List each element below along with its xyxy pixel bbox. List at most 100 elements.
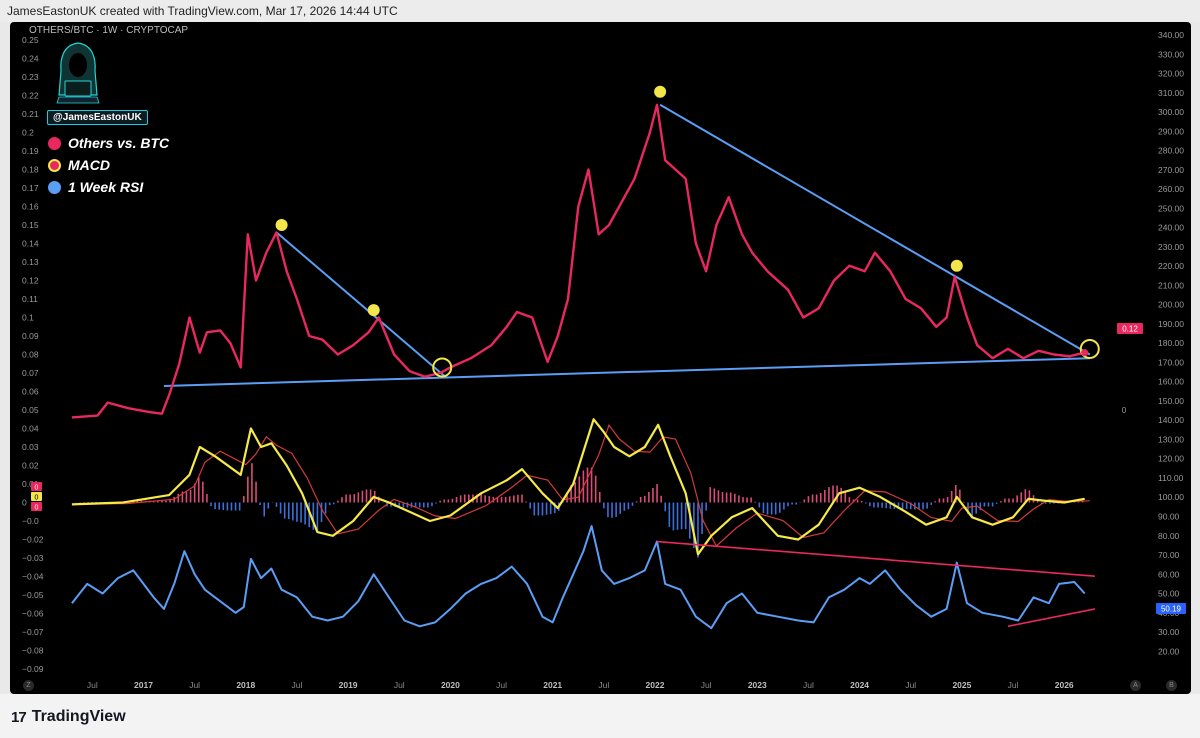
left-axis-tick-label: 0.12 xyxy=(22,276,39,286)
x-axis-tick-label: Jul xyxy=(803,680,814,690)
rsi-tag-bg xyxy=(1156,603,1186,614)
macd-value-tag-bg xyxy=(31,482,42,491)
x-axis-tick-label: Jul xyxy=(701,680,712,690)
left-axis-tick-label: −0.05 xyxy=(22,590,44,600)
circle-marker xyxy=(432,357,453,378)
hacker-avatar-icon xyxy=(56,42,100,104)
caption-text: JamesEastonUK created with TradingView.c… xyxy=(7,4,398,18)
macd-line xyxy=(71,418,1085,556)
right-axis-tick-label: 160.00 xyxy=(1158,377,1184,387)
right-axis-tick-label: 110.00 xyxy=(1158,473,1184,483)
legend-dot-red-icon xyxy=(48,136,61,150)
left-axis-tick-label: 0.16 xyxy=(22,202,39,212)
macd-value-tag-label: 0 xyxy=(35,505,39,512)
legend-item-label: 1 Week RSI xyxy=(68,179,144,195)
right-axis-tick-label: 150.00 xyxy=(1158,396,1184,406)
x-axis-tick-label: 2017 xyxy=(134,680,153,690)
right-axis-tick-label: 80.00 xyxy=(1158,531,1180,541)
left-axis-tick-label: 0.08 xyxy=(22,350,39,360)
x-axis-tick-label: 2026 xyxy=(1055,680,1074,690)
right-axis-tick-label: 250.00 xyxy=(1158,203,1184,213)
legend-item-label: Others vs. BTC xyxy=(68,135,170,151)
price-trendline xyxy=(275,231,446,378)
price-tag-label: 0.12 xyxy=(1122,325,1138,334)
left-axis-tick-label: 0.09 xyxy=(22,331,39,341)
right-axis-tick-label: 280.00 xyxy=(1158,146,1184,156)
left-axis-tick-label: −0.03 xyxy=(22,553,44,563)
macd-value-tag-bg xyxy=(31,492,42,501)
legend-item-macd: MACD xyxy=(48,154,169,176)
tradingview-logo[interactable]: 17 TradingView xyxy=(11,708,126,726)
macd-signal-line xyxy=(76,423,1090,547)
x-axis-tick-label: Jul xyxy=(189,680,200,690)
left-axis-tick-label: 0.23 xyxy=(22,72,39,82)
rsi-tag-label: 50.19 xyxy=(1161,605,1182,614)
peak-marker xyxy=(275,219,288,231)
x-axis-tick-label: 2023 xyxy=(748,680,767,690)
peak-marker xyxy=(950,259,963,272)
right-axis-tick-label: 270.00 xyxy=(1158,165,1184,175)
current-price-dot xyxy=(1081,349,1089,357)
right-axis-tick-label: 120.00 xyxy=(1158,454,1184,464)
left-axis-tick-label: −0.0 xyxy=(22,516,39,526)
legend-item-label: MACD xyxy=(68,157,110,173)
macd-value-tag-label: 0 xyxy=(35,495,39,502)
left-axis-tick-label: 0.22 xyxy=(22,91,39,101)
chart-svg[interactable]: 0.250.240.230.220.210.20.190.180.170.160… xyxy=(10,22,1191,694)
left-axis-tick-label: −0.08 xyxy=(22,646,44,656)
footer-bar xyxy=(0,694,1200,738)
left-axis-tick-label: 0.25 xyxy=(22,35,39,45)
right-axis-tick-label: 100.00 xyxy=(1158,492,1184,502)
legend-dot-blue-icon xyxy=(48,180,61,194)
scale-mode-icon[interactable]: B xyxy=(1166,680,1177,691)
price-line xyxy=(71,103,1085,419)
right-axis-tick-label: 60.00 xyxy=(1158,569,1180,579)
x-axis-tick-label: 2019 xyxy=(339,680,358,690)
x-axis-tick-label: Jul xyxy=(1008,680,1019,690)
peak-marker xyxy=(367,304,380,317)
legend-item-price: Others vs. BTC xyxy=(48,132,169,154)
auto-scale-icon[interactable]: A xyxy=(1130,680,1141,691)
x-axis-tick-label: 2020 xyxy=(441,680,460,690)
left-axis-tick-label: −0.09 xyxy=(22,664,44,674)
right-axis-tick-label: 310.00 xyxy=(1158,88,1184,98)
x-axis-tick-label: 2022 xyxy=(646,680,665,690)
left-axis-tick-label: −0.04 xyxy=(22,572,44,582)
x-axis-tick-label: 2025 xyxy=(952,680,971,690)
left-axis-tick-label: 0.21 xyxy=(22,109,39,119)
left-axis-tick-label: 0.17 xyxy=(22,183,39,193)
rsi-trendline xyxy=(656,540,1095,578)
left-axis-tick-label: 0.07 xyxy=(22,368,39,378)
price-trendline xyxy=(659,103,1091,356)
price-trendline xyxy=(163,357,1090,387)
zoom-reset-icon[interactable]: Z xyxy=(23,680,34,691)
x-axis-tick-label: Jul xyxy=(87,680,98,690)
right-axis-tick-label: 70.00 xyxy=(1158,550,1180,560)
x-axis-tick-label: 2024 xyxy=(850,680,869,690)
legend-dot-yellow-icon xyxy=(48,158,61,172)
left-axis-tick-label: 0.18 xyxy=(22,165,39,175)
price-tag-bg xyxy=(1117,323,1143,334)
peak-marker xyxy=(654,85,667,98)
legend: Others vs. BTC MACD 1 Week RSI xyxy=(48,132,169,198)
right-axis-tick-label: 220.00 xyxy=(1158,261,1184,271)
x-axis-tick-label: Jul xyxy=(292,680,303,690)
chart-frame[interactable]: 0.25 0.24 0.23 0.22 0.21 0.2 0.19 0.18 0.17 0.16 0… xyxy=(10,22,1191,694)
right-axis-tick-label: 50.00 xyxy=(1158,589,1180,599)
macd-zero-tag: 0 xyxy=(1122,406,1127,415)
left-axis-tick-label: 0.19 xyxy=(22,146,39,156)
x-axis-tick-label: Jul xyxy=(598,680,609,690)
left-axis-tick-label: 0.2 xyxy=(22,128,34,138)
right-axis-tick-label: 90.00 xyxy=(1158,512,1180,522)
tradingview-logo-text: TradingView xyxy=(31,708,126,725)
right-axis-tick-label: 290.00 xyxy=(1158,126,1184,136)
left-axis-tick-label: 0.01 xyxy=(22,479,39,489)
right-axis-tick-label: 20.00 xyxy=(1158,646,1180,656)
left-axis-tick-label: −0.07 xyxy=(22,627,44,637)
right-axis-tick-label: 200.00 xyxy=(1158,300,1184,310)
left-axis-tick-label: 0.1 xyxy=(22,313,34,323)
left-axis-tick-label: 0.04 xyxy=(22,424,39,434)
circle-marker xyxy=(1079,338,1100,359)
left-axis-tick-label: 0.03 xyxy=(22,442,39,452)
left-axis-tick-label: 0.14 xyxy=(22,239,39,249)
